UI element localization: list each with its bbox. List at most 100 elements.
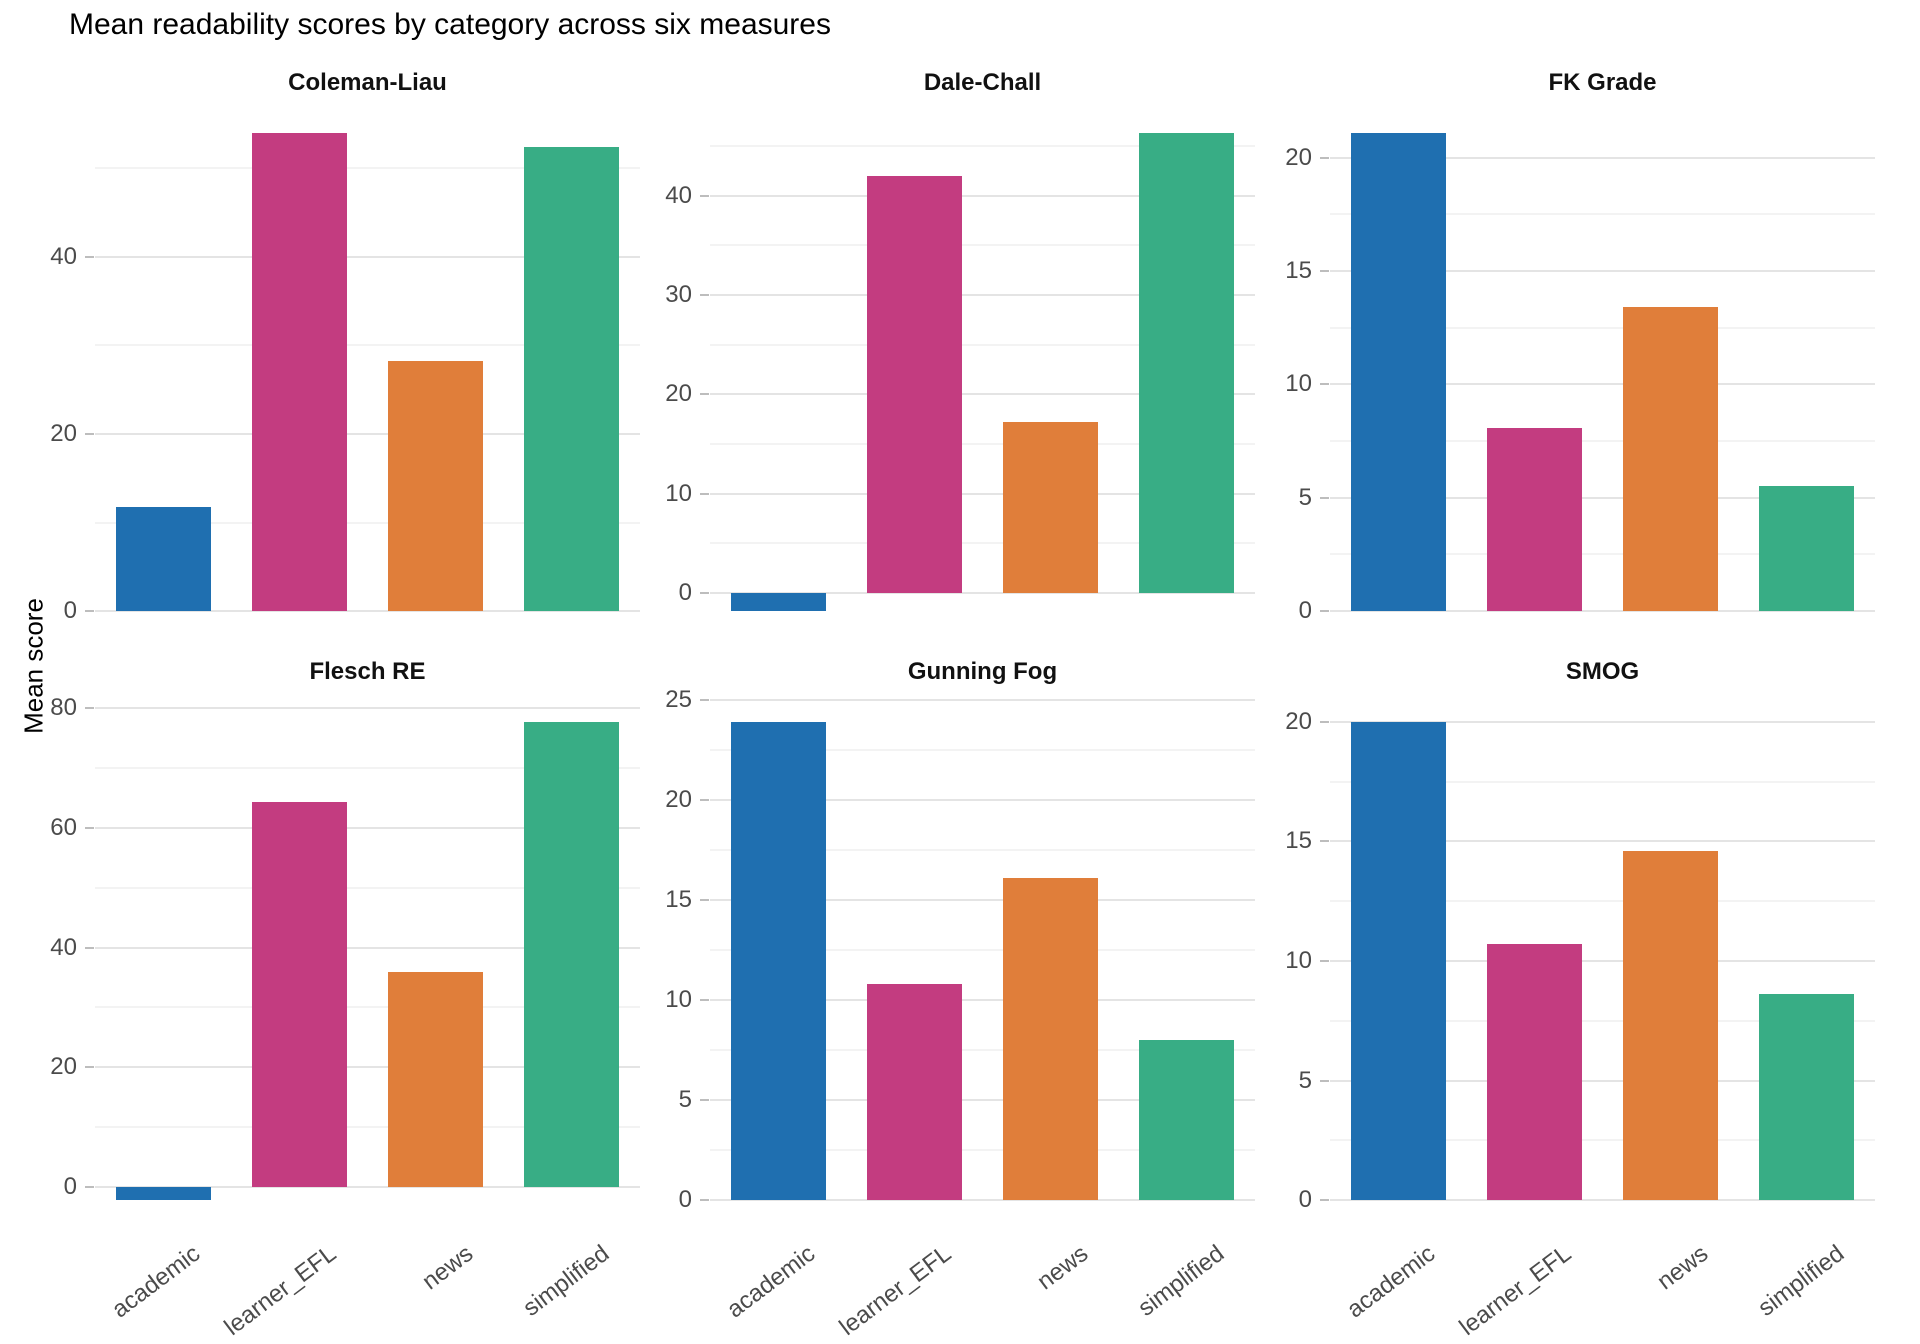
gridline-minor <box>710 144 1255 147</box>
y-tick <box>85 432 94 435</box>
gridline-major <box>710 492 1255 495</box>
bar-simplified <box>524 147 620 612</box>
y-tick-label: 15 <box>665 885 692 913</box>
y-tick-label: 0 <box>678 1186 692 1214</box>
gridline-minor <box>710 443 1255 446</box>
gridline-minor <box>1330 780 1875 783</box>
gridline-minor <box>710 848 1255 851</box>
y-tick <box>1320 840 1329 843</box>
y-tick <box>85 255 94 258</box>
bar-learner-efl <box>1486 944 1582 1201</box>
y-tick <box>1320 1199 1329 1202</box>
y-tick-label: 25 <box>665 685 692 713</box>
gridline-major <box>710 1199 1255 1202</box>
bar-learner-efl <box>251 132 347 612</box>
gridline-minor <box>1330 326 1875 329</box>
gridline-major <box>1330 383 1875 386</box>
gridline-minor <box>710 343 1255 346</box>
y-tick <box>700 999 709 1001</box>
gridline-minor <box>1330 553 1875 556</box>
facet-title: Coleman-Liau <box>288 69 447 96</box>
y-tick <box>700 1199 709 1202</box>
y-tick <box>85 946 94 949</box>
x-tick-label: academic <box>1342 1240 1441 1324</box>
gridline-major <box>95 1186 640 1189</box>
y-tick <box>700 293 709 296</box>
gridline-minor <box>95 886 640 889</box>
gridline-major <box>95 1066 640 1069</box>
bar-learner-efl <box>1486 427 1582 612</box>
y-tick <box>700 698 709 701</box>
y-tick <box>85 706 94 709</box>
y-tick-label: 10 <box>665 479 692 507</box>
gridline-major <box>1330 610 1875 613</box>
gridline-major <box>710 293 1255 296</box>
y-tick-label: 10 <box>1285 370 1312 398</box>
y-tick <box>85 1066 94 1069</box>
y-tick-label: 20 <box>665 380 692 408</box>
y-tick <box>1320 720 1329 723</box>
x-tick-label: news <box>1651 1240 1713 1296</box>
x-tick-label: news <box>416 1240 478 1296</box>
gridline-minor <box>95 521 640 524</box>
gridline-minor <box>710 542 1255 545</box>
bar-academic <box>730 721 826 1201</box>
gridline-minor <box>710 1049 1255 1052</box>
y-tick-label: 0 <box>63 597 77 625</box>
x-tick-label: news <box>1031 1240 1093 1296</box>
y-tick-label: 80 <box>50 693 77 721</box>
gridline-major <box>95 610 640 613</box>
y-tick-label: 5 <box>678 1086 692 1114</box>
gridline-major <box>1330 1079 1875 1082</box>
gridline-minor <box>1330 440 1875 443</box>
chart-title: Mean readability scores by category acro… <box>69 8 831 41</box>
y-tick <box>1320 610 1329 613</box>
y-tick <box>700 1099 709 1102</box>
bar-learner-efl <box>866 984 962 1201</box>
gridline-minor <box>1330 1139 1875 1142</box>
y-tick <box>85 610 94 613</box>
x-tick-label: learner_EFL <box>219 1240 342 1342</box>
bar-learner-efl <box>251 802 347 1188</box>
y-tick-label: 10 <box>1285 947 1312 974</box>
gridline-major <box>710 194 1255 197</box>
y-tick <box>700 898 709 901</box>
bar-simplified <box>1139 1040 1235 1201</box>
y-tick <box>1320 156 1329 159</box>
y-tick-label: 5 <box>1298 483 1312 511</box>
bar-academic <box>115 506 211 612</box>
gridline-major <box>95 826 640 829</box>
bar-simplified <box>1139 132 1235 594</box>
gridline-major <box>95 432 640 435</box>
bar-academic <box>1350 132 1446 612</box>
gridline-major <box>95 706 640 709</box>
gridline-minor <box>95 167 640 170</box>
bar-simplified <box>1759 486 1855 612</box>
y-tick-label: 5 <box>1298 1066 1312 1094</box>
bar-academic <box>1350 721 1446 1201</box>
y-tick <box>700 492 709 495</box>
x-tick-label: simplified <box>1752 1240 1850 1322</box>
y-tick-label: 0 <box>678 579 692 607</box>
y-tick-label: 20 <box>50 419 77 447</box>
gridline-minor <box>1330 900 1875 903</box>
x-tick-label: academic <box>107 1240 206 1324</box>
gridline-major <box>710 798 1255 801</box>
y-tick-label: 40 <box>665 181 692 209</box>
y-tick-label: 40 <box>50 242 77 270</box>
y-tick-label: 0 <box>63 1173 77 1201</box>
y-tick-label: 15 <box>1285 827 1312 855</box>
y-tick <box>700 592 709 595</box>
facet-title: Flesch RE <box>309 658 426 685</box>
y-tick <box>1320 1079 1329 1082</box>
bar-academic <box>730 593 826 612</box>
x-tick-label: learner_EFL <box>834 1240 957 1342</box>
gridline-major <box>1330 270 1875 273</box>
y-tick-label: 40 <box>50 933 77 961</box>
y-tick <box>1320 270 1329 273</box>
y-tick-label: 30 <box>665 280 692 308</box>
facet-title: FK Grade <box>1548 69 1657 96</box>
gridline-major <box>710 999 1255 1001</box>
gridline-minor <box>95 1006 640 1009</box>
